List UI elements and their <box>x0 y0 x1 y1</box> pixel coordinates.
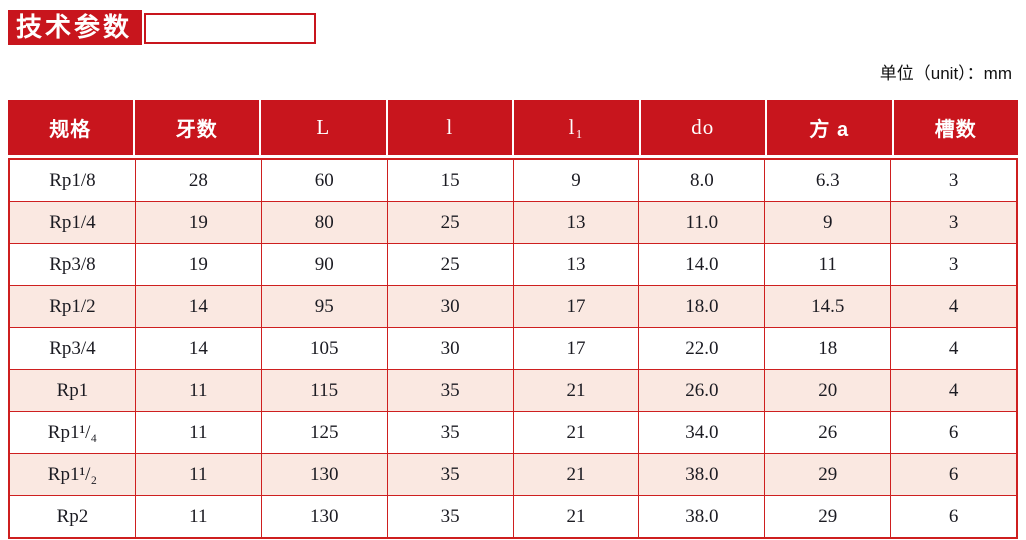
value-cell: 35 <box>388 412 514 453</box>
table-row: Rp2 11 130 35 21 38.0 29 6 <box>10 495 1016 537</box>
value-cell: 34.0 <box>639 412 766 453</box>
value-cell: 35 <box>388 454 514 495</box>
value-cell: 11.0 <box>639 202 766 243</box>
value-cell: 17 <box>514 286 640 327</box>
table-row: Rp1 11 115 35 21 26.0 20 4 <box>10 369 1016 411</box>
column-header: L <box>261 100 388 155</box>
value-cell: 4 <box>948 337 959 359</box>
value-cell: 130 <box>262 496 388 537</box>
value-cell: 11 <box>136 370 262 411</box>
value-cell: 14.0 <box>639 244 766 285</box>
spec-cell: Rp1¹/₄ <box>10 412 136 453</box>
value-cell: 21 <box>514 496 640 537</box>
value-cell: 30 <box>388 286 514 327</box>
title-block: 技术参数 <box>8 10 317 45</box>
value-cell: 6 <box>948 505 959 527</box>
table-row: Rp1/4 19 80 25 13 11.0 9 3 <box>10 201 1016 243</box>
value-cell: 26.0 <box>639 370 766 411</box>
value-cell: 14 <box>136 286 262 327</box>
column-header: 槽数 <box>934 119 977 141</box>
value-cell: 15 <box>388 160 514 201</box>
value-cell: 6 <box>948 463 959 485</box>
value-cell: 35 <box>388 370 514 411</box>
spec-cell: Rp1/2 <box>10 286 136 327</box>
value-cell: 18.0 <box>639 286 766 327</box>
spec-cell: Rp3/8 <box>10 244 136 285</box>
spec-cell: Rp3/4 <box>10 328 136 369</box>
value-cell: 22.0 <box>639 328 766 369</box>
value-cell: 25 <box>388 244 514 285</box>
value-cell: 17 <box>514 328 640 369</box>
value-cell: 8.0 <box>639 160 766 201</box>
unit-note: 单位（unit）：mm <box>879 64 1012 83</box>
value-cell: 6.3 <box>765 160 892 201</box>
column-header: do <box>641 100 767 155</box>
column-header: 牙数 <box>135 100 261 155</box>
spec-cell: Rp1¹/₂ <box>10 454 136 495</box>
value-cell: 26 <box>765 412 892 453</box>
value-cell: 6 <box>948 421 959 443</box>
value-cell: 21 <box>514 454 640 495</box>
value-cell: 11 <box>136 454 262 495</box>
value-cell: 105 <box>262 328 388 369</box>
table-row: Rp3/4 14 105 30 17 22.0 18 4 <box>10 327 1016 369</box>
value-cell: 11 <box>136 412 262 453</box>
value-cell: 4 <box>948 295 959 317</box>
value-cell: 28 <box>136 160 262 201</box>
value-cell: 60 <box>262 160 388 201</box>
spec-cell: Rp1 <box>10 370 136 411</box>
value-cell: 130 <box>262 454 388 495</box>
value-cell: 80 <box>262 202 388 243</box>
value-cell: 19 <box>136 202 262 243</box>
value-cell: 95 <box>262 286 388 327</box>
spec-cell: Rp1/4 <box>10 202 136 243</box>
table-body: Rp1/8 28 60 15 9 8.0 6.3 3 Rp1/4 19 80 25 13 11.0 9 3 Rp… <box>8 158 1018 539</box>
value-cell: 4 <box>948 379 959 401</box>
value-cell: 3 <box>948 253 959 275</box>
value-cell: 14.5 <box>765 286 892 327</box>
value-cell: 90 <box>262 244 388 285</box>
value-cell: 14 <box>136 328 262 369</box>
column-header: 规格 <box>8 100 135 155</box>
value-cell: 21 <box>514 370 640 411</box>
table-row: Rp1¹/₄ 11 125 35 21 34.0 26 6 <box>10 411 1016 453</box>
column-header: 方 a <box>767 100 894 155</box>
value-cell: 13 <box>514 202 640 243</box>
value-cell: 13 <box>514 244 640 285</box>
table-row: Rp1/2 14 95 30 17 18.0 14.5 4 <box>10 285 1016 327</box>
value-cell: 29 <box>765 454 892 495</box>
value-cell: 3 <box>948 211 959 233</box>
value-cell: 19 <box>136 244 262 285</box>
value-cell: 29 <box>765 496 892 537</box>
value-cell: 18 <box>765 328 892 369</box>
value-cell: 9 <box>514 160 640 201</box>
page-title: 技术参数 <box>8 10 143 45</box>
spec-cell: Rp1/8 <box>10 160 136 201</box>
value-cell: 38.0 <box>639 496 766 537</box>
spec-cell: Rp2 <box>10 496 136 537</box>
value-cell: 3 <box>948 169 959 191</box>
value-cell: 20 <box>765 370 892 411</box>
value-cell: 125 <box>262 412 388 453</box>
value-cell: 115 <box>262 370 388 411</box>
table-row: Rp1¹/₂ 11 130 35 21 38.0 29 6 <box>10 453 1016 495</box>
value-cell: 11 <box>136 496 262 537</box>
value-cell: 21 <box>514 412 640 453</box>
column-header: l₁ <box>514 100 641 155</box>
value-cell: 11 <box>765 244 892 285</box>
value-cell: 35 <box>388 496 514 537</box>
table-row: Rp1/8 28 60 15 9 8.0 6.3 3 <box>10 160 1016 201</box>
value-cell: 9 <box>765 202 892 243</box>
title-blank-box <box>144 13 317 44</box>
value-cell: 30 <box>388 328 514 369</box>
value-cell: 25 <box>388 202 514 243</box>
table-row: Rp3/8 19 90 25 13 14.0 11 3 <box>10 243 1016 285</box>
column-header: l <box>388 100 514 155</box>
value-cell: 38.0 <box>639 454 766 495</box>
